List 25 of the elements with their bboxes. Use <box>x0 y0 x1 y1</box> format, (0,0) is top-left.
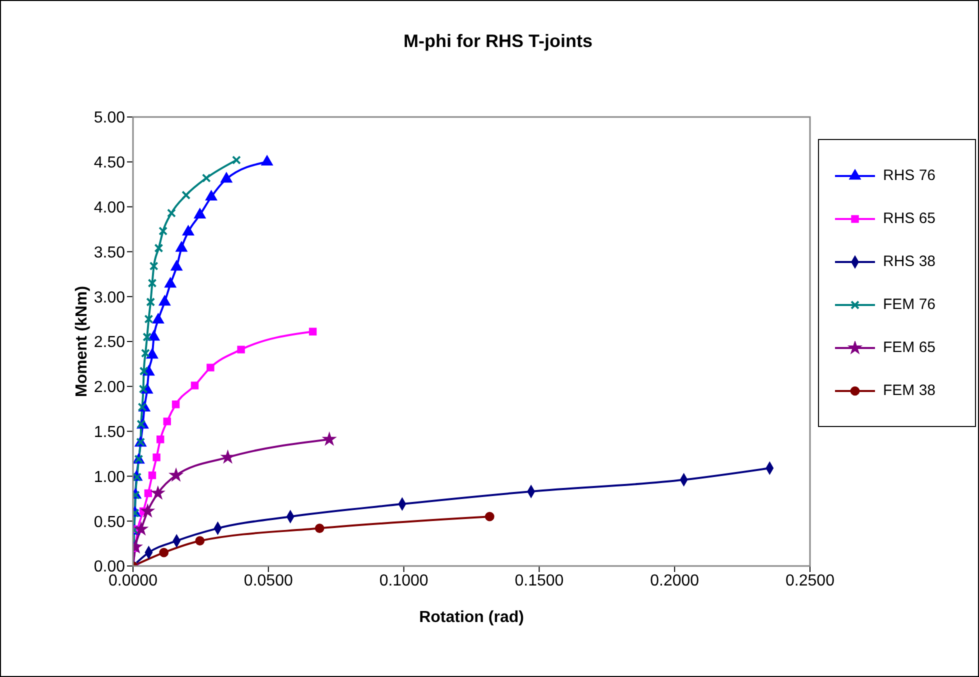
x-axis-title: Rotation (rad) <box>419 609 524 626</box>
legend-label: FEM 76 <box>883 296 936 313</box>
legend-label: FEM 65 <box>883 339 936 356</box>
x-tick-label: 0.2500 <box>786 572 835 590</box>
x-tick-label: 0.1500 <box>514 572 564 590</box>
y-tick-label: 4.50 <box>94 154 126 172</box>
y-axis-title: Moment (kNm) <box>74 286 91 398</box>
x-tick-label: 0.0000 <box>108 572 158 590</box>
y-tick-label: 3.00 <box>94 289 126 306</box>
y-tick-label: 4.00 <box>94 199 126 216</box>
y-tick-label: 3.50 <box>94 244 126 262</box>
x-tick-label: 0.2000 <box>650 572 700 590</box>
y-tick-label: 5.00 <box>94 110 126 127</box>
y-tick-label: 1.50 <box>94 424 126 441</box>
y-tick-label: 0.50 <box>94 514 126 531</box>
legend-label: RHS 38 <box>883 253 936 270</box>
y-tick-label: 1.00 <box>94 468 126 486</box>
y-tick-label: 2.00 <box>94 379 126 396</box>
legend-label: RHS 76 <box>883 167 936 184</box>
x-tick-label: 0.1000 <box>379 572 428 590</box>
legend-label: FEM 38 <box>883 382 936 399</box>
legend-label: RHS 65 <box>883 210 936 227</box>
y-tick-label: 2.50 <box>94 334 126 352</box>
x-tick-label: 0.0500 <box>244 572 293 590</box>
chart-title: M-phi for RHS T-joints <box>402 31 594 52</box>
